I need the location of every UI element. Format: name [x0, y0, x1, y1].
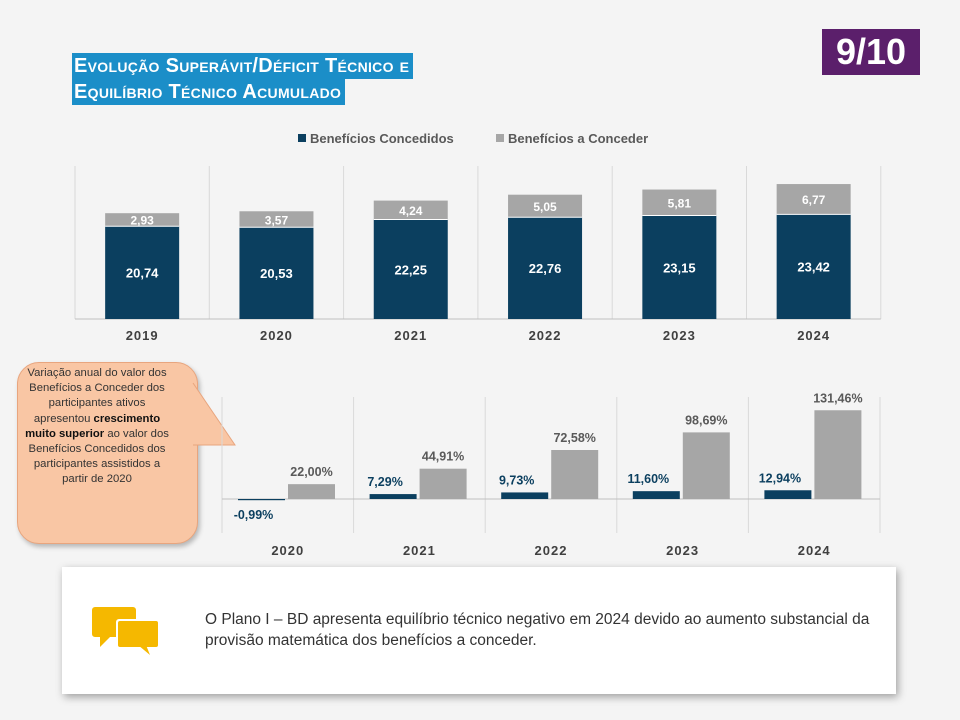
- bar-concedidos: [508, 217, 583, 319]
- x-tick-label: 2022: [535, 543, 568, 558]
- x-tick-label: 2024: [797, 328, 830, 343]
- callout-text-bold: crescimento muito superior: [25, 412, 161, 440]
- data-label-concedidos-variation: 9,73%: [499, 473, 534, 487]
- bar-a-conceder-variation: [814, 410, 862, 499]
- bar-concedidos: [239, 227, 314, 319]
- x-tick-label: 2023: [663, 328, 696, 343]
- bar-a-conceder-variation: [419, 468, 467, 499]
- legend-label: Benefícios a Conceder: [508, 131, 648, 146]
- x-tick-label: 2022: [529, 328, 562, 343]
- annual-variation-chart: -0,99% 22,00% 2020 7,29% 44,91% 2021 9,73% 72,5…: [221, 391, 881, 558]
- bar-concedidos: [373, 219, 448, 319]
- bar-concedidos: [776, 214, 851, 319]
- data-label-a-conceder: 4,24: [399, 204, 423, 218]
- data-label-a-conceder-variation: 131,46%: [813, 391, 862, 405]
- data-label-concedidos: 20,53: [260, 266, 293, 281]
- data-label-concedidos-variation: 7,29%: [367, 475, 402, 489]
- chat-bubbles-icon: [92, 607, 160, 655]
- data-label-concedidos: 22,76: [529, 261, 562, 276]
- data-label-concedidos-variation: 11,60%: [627, 472, 669, 486]
- page-number-badge: 9/10: [822, 29, 920, 75]
- data-label-concedidos: 23,15: [663, 260, 696, 275]
- note-card: [62, 567, 896, 694]
- page-title-line-2: Equilíbrio Técnico Acumulado: [72, 79, 346, 105]
- bar-concedidos: [105, 226, 180, 319]
- x-tick-label: 2023: [666, 543, 699, 558]
- data-label-concedidos-variation: -0,99%: [234, 508, 274, 522]
- bar-a-conceder: [642, 189, 717, 216]
- x-tick-label: 2021: [403, 543, 436, 558]
- page-title-line-1: Evolução Superávit/Déficit Técnico e: [72, 53, 414, 79]
- data-label-a-conceder: 5,05: [533, 200, 557, 214]
- bar-a-conceder: [508, 194, 583, 218]
- data-label-concedidos: 22,25: [394, 262, 427, 277]
- data-label-a-conceder: 6,77: [802, 193, 826, 207]
- bar-concedidos: [642, 215, 717, 319]
- data-label-concedidos-variation: 12,94%: [759, 471, 801, 485]
- data-label-a-conceder-variation: 72,58%: [553, 431, 595, 445]
- data-label-a-conceder-variation: 98,69%: [685, 413, 727, 427]
- data-label-a-conceder: 5,81: [668, 197, 692, 211]
- stacked-benefits-chart: Benefícios Concedidos Benefícios a Conced…: [74, 131, 882, 343]
- bar-a-conceder: [105, 213, 180, 227]
- page-title: Evolução Superávit/Déficit Técnico e Equ…: [72, 53, 414, 105]
- data-label-a-conceder: 2,93: [130, 214, 154, 228]
- data-label-concedidos: 20,74: [126, 266, 159, 281]
- callout-text-post: ao valor dos Benefícios Concedidos dos p…: [28, 427, 169, 486]
- data-label-a-conceder: 3,57: [265, 213, 289, 227]
- bar-a-conceder-variation: [682, 432, 730, 499]
- bar-concedidos-variation: [238, 499, 285, 501]
- legend-marker: [496, 134, 504, 142]
- bar-concedidos-variation: [764, 490, 812, 499]
- data-label-a-conceder-variation: 22,00%: [290, 465, 332, 479]
- legend-label: Benefícios Concedidos: [310, 131, 454, 146]
- x-tick-label: 2024: [798, 543, 831, 558]
- x-tick-label: 2020: [260, 328, 293, 343]
- bar-concedidos-variation: [501, 492, 549, 499]
- bar-a-conceder: [239, 211, 314, 228]
- bar-a-conceder-variation: [288, 484, 335, 499]
- bar-a-conceder: [373, 200, 448, 220]
- bar-concedidos-variation: [369, 494, 417, 499]
- x-tick-label: 2021: [394, 328, 427, 343]
- bar-a-conceder: [776, 184, 851, 215]
- data-label-concedidos: 23,42: [797, 260, 830, 275]
- callout-text-pre: Variação anual do valor dos Benefícios a…: [27, 367, 167, 425]
- x-tick-label: 2020: [271, 543, 304, 558]
- callout-text: Variação anual do valor dos Benefícios a…: [22, 366, 172, 488]
- callout-bubble: [17, 362, 236, 544]
- legend-marker: [298, 134, 306, 142]
- data-label-a-conceder-variation: 44,91%: [422, 450, 464, 464]
- bar-a-conceder-variation: [551, 450, 599, 499]
- x-tick-label: 2019: [126, 328, 159, 343]
- note-text: O Plano I – BD apresenta equilíbrio técn…: [205, 611, 870, 649]
- callout-pointer: [192, 382, 236, 446]
- bar-concedidos-variation: [632, 491, 680, 499]
